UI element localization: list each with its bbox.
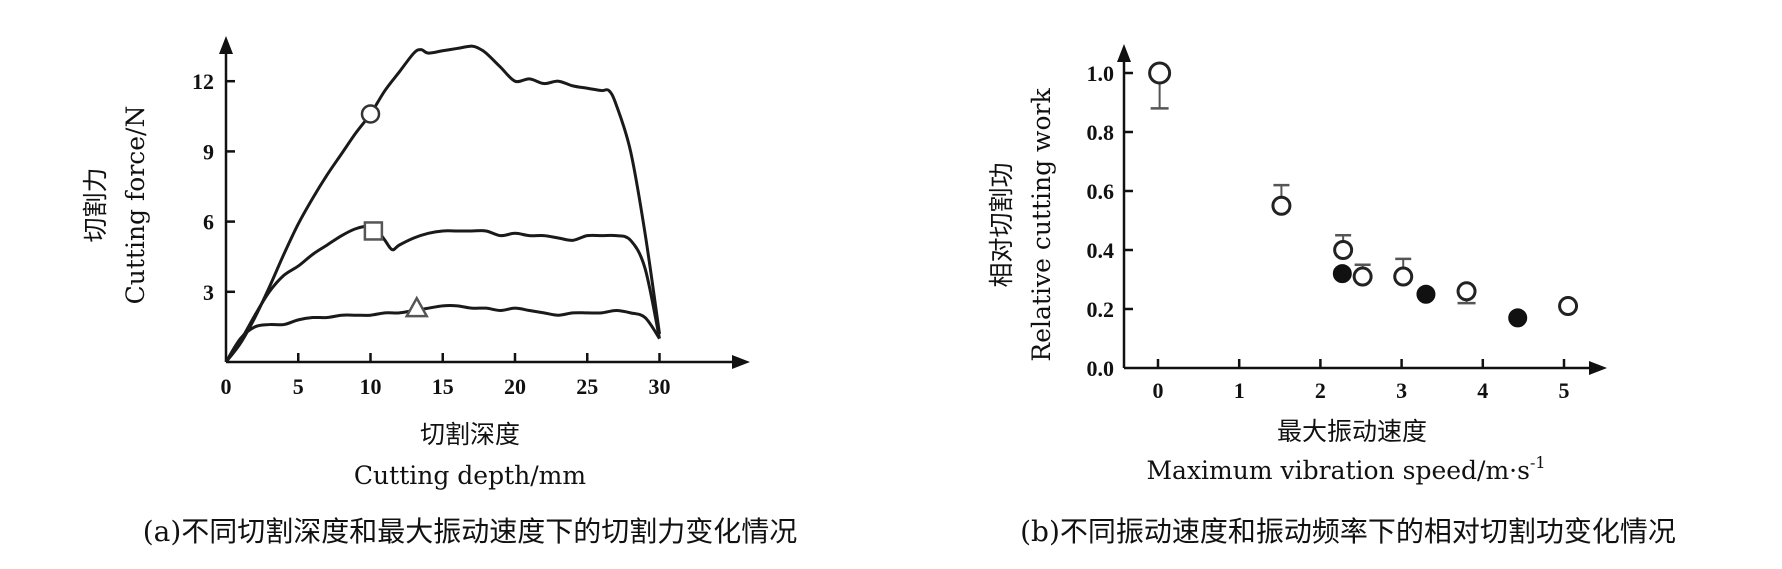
a-series-line-square xyxy=(224,224,661,363)
b-y-tick-label: 0.0 xyxy=(1087,356,1115,381)
a-x-tick-label: 15 xyxy=(432,374,454,399)
a-x-ticks: 0 5 10 15 20 25 30 xyxy=(221,353,671,399)
b-open-point xyxy=(1456,281,1477,302)
b-filled-point xyxy=(1508,308,1528,328)
b-open-point xyxy=(1271,195,1292,216)
b-open-point xyxy=(1333,240,1354,260)
a-x-tick-label: 30 xyxy=(649,374,671,399)
b-y-axis-arrow xyxy=(1117,44,1131,62)
a-circle-marker xyxy=(360,104,381,124)
b-x-tick-label: 0 xyxy=(1153,378,1164,403)
b-x-tick-label: 4 xyxy=(1477,378,1488,403)
b-y-tick-label: 0.8 xyxy=(1087,120,1115,145)
b-caption: (b)不同振动速度和振动频率下的相对切割功变化情况 xyxy=(1020,515,1676,548)
a-ylabel-cn: 切割力 xyxy=(81,167,110,242)
b-y-tick-label: 0.4 xyxy=(1087,238,1115,263)
b-filled-point xyxy=(1332,264,1352,284)
panel-a: 3 6 9 12 0 5 10 15 20 25 30 切割力 Cutting force/N 切… xyxy=(81,36,797,548)
b-x-ticks: 0 1 2 3 4 5 xyxy=(1153,359,1570,403)
b-y-tick-label: 0.6 xyxy=(1087,179,1115,204)
a-series-line-triangle xyxy=(224,304,661,363)
b-x-axis-arrow xyxy=(1589,361,1607,375)
b-open-point xyxy=(1352,266,1373,287)
a-y-axis-arrow xyxy=(219,36,233,54)
b-x-tick-label: 5 xyxy=(1559,378,1570,403)
a-y-tick-label: 3 xyxy=(203,280,214,305)
b-y-tick-label: 1.0 xyxy=(1087,61,1115,86)
b-y-ticks: 0.0 0.2 0.4 0.6 0.8 1.0 xyxy=(1087,61,1133,381)
b-xlabel-en: Maximum vibration speed/m·s-1 xyxy=(1146,453,1545,485)
b-open-point xyxy=(1393,266,1414,287)
a-y-tick-label: 12 xyxy=(192,69,214,94)
a-markers xyxy=(360,104,429,318)
b-ylabel-cn: 相对切割功 xyxy=(987,162,1016,287)
panel-b: 0.0 0.2 0.4 0.6 0.8 1.0 0 1 2 3 4 5 相对切割功 Relative… xyxy=(987,44,1676,548)
b-xlabel-en-main: Maximum vibration speed/m·s xyxy=(1146,456,1530,485)
a-x-axis-arrow xyxy=(732,355,750,369)
b-x-tick-label: 1 xyxy=(1234,378,1245,403)
a-caption: (a)不同切割深度和最大振动速度下的切割力变化情况 xyxy=(143,515,798,548)
a-y-ticks: 3 6 9 12 xyxy=(192,69,235,305)
a-x-tick-label: 5 xyxy=(293,374,304,399)
b-filled-point xyxy=(1416,284,1436,304)
a-triangle-marker xyxy=(404,295,429,318)
a-x-tick-label: 0 xyxy=(221,374,232,399)
a-xlabel-cn: 切割深度 xyxy=(420,420,520,449)
b-y-tick-label: 0.2 xyxy=(1087,297,1115,322)
b-points xyxy=(1148,61,1579,328)
a-curves xyxy=(224,44,661,363)
b-open-point xyxy=(1558,296,1579,317)
b-xlabel-cn: 最大振动速度 xyxy=(1277,417,1427,446)
b-x-tick-label: 2 xyxy=(1315,378,1326,403)
b-x-tick-label: 3 xyxy=(1396,378,1407,403)
a-x-tick-label: 25 xyxy=(576,374,598,399)
a-series-line-circle xyxy=(224,44,661,363)
b-open-point xyxy=(1148,61,1172,85)
a-square-marker xyxy=(363,221,384,241)
b-xlabel-en-sup: -1 xyxy=(1530,453,1546,472)
a-xlabel-en: Cutting depth/mm xyxy=(354,461,586,490)
a-ylabel-en: Cutting force/N xyxy=(121,106,150,305)
a-x-tick-label: 10 xyxy=(360,374,382,399)
a-y-tick-label: 9 xyxy=(203,139,214,164)
b-ylabel-en: Relative cutting work xyxy=(1027,88,1056,362)
a-x-tick-label: 20 xyxy=(504,374,526,399)
a-y-tick-label: 6 xyxy=(203,210,214,235)
